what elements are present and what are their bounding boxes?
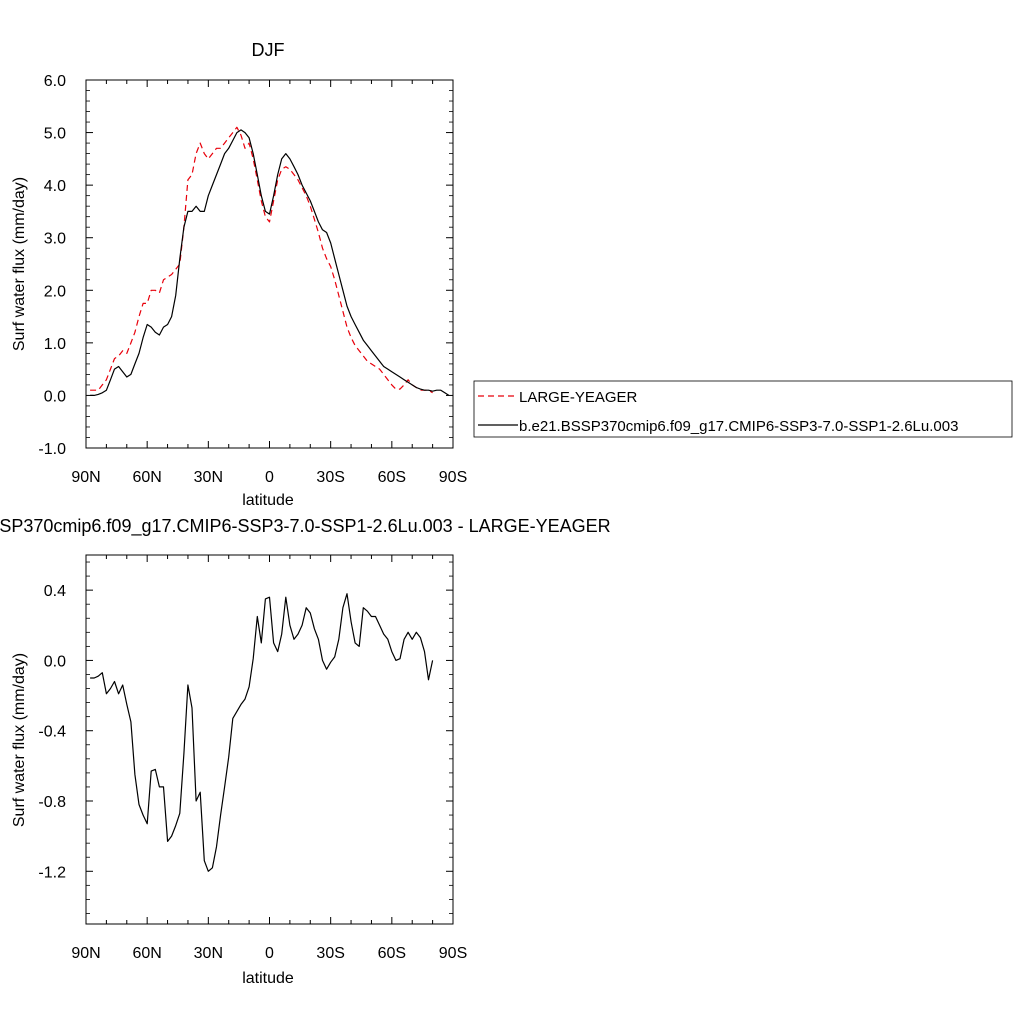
x-tick-label: 0 xyxy=(265,469,274,486)
y-tick-label: 3.0 xyxy=(44,231,66,248)
x-tick-label: 90S xyxy=(439,469,467,486)
y-axis-label: Surf water flux (mm/day) xyxy=(11,177,28,351)
y-tick-label: 4.0 xyxy=(44,178,66,195)
x-tick-label: 60N xyxy=(132,945,161,962)
y-axis-label: Surf water flux (mm/day) xyxy=(11,653,28,827)
x-axis-label: latitude xyxy=(242,492,294,509)
x-tick-label: 30N xyxy=(194,945,223,962)
x-tick-label: 90S xyxy=(439,945,467,962)
x-axis-label: latitude xyxy=(242,970,294,987)
chart-title: DJF xyxy=(252,40,285,60)
x-tick-label: 30S xyxy=(316,469,344,486)
chart-title: b.e21.BSSP370cmip6.f09_g17.CMIP6-SSP3-7.… xyxy=(0,516,611,537)
plot-area: 90N 60N 30N 0 30S 60S 90S 0.4 0.0 -0.4 -0.8 -1.2 xyxy=(38,555,467,962)
series-line-difference xyxy=(90,593,434,872)
y-tick-label: 1.0 xyxy=(44,336,66,353)
x-tick-label: 60N xyxy=(132,469,161,486)
y-tick-label: 0.0 xyxy=(44,653,66,670)
y-tick-label: 6.0 xyxy=(44,73,66,90)
legend: LARGE-YEAGER b.e21.BSSP370cmip6.f09_g17.… xyxy=(473,380,1013,438)
y-tick-label: -1.2 xyxy=(38,864,66,881)
y-tick-label: 0.0 xyxy=(44,388,66,405)
chart-bottom: b.e21.BSSP370cmip6.f09_g17.CMIP6-SSP3-7.… xyxy=(0,516,611,987)
plot-area: 90N 60N 30N 0 30S 60S 90S 6.0 5.0 4.0 3.0 2.0 1.0 0.0… xyxy=(38,73,467,486)
y-tick-label: 0.4 xyxy=(44,583,66,600)
y-tick-label: 5.0 xyxy=(44,126,66,143)
plot-frame xyxy=(85,79,454,449)
series-line-large-yeager xyxy=(90,126,433,394)
plot-frame xyxy=(85,554,454,925)
x-tick-label: 30N xyxy=(194,469,223,486)
chart-top: DJF Surf water flux (mm/day) latitude 90… xyxy=(11,40,1013,509)
x-tick-label: 90N xyxy=(71,945,100,962)
x-tick-label: 60S xyxy=(378,469,406,486)
x-tick-label: 60S xyxy=(378,945,406,962)
series-line-b-e21-bssp370cmip6-f09-g17-cmip6-ssp3-7-0-ssp1-2-6lu-003 xyxy=(90,129,450,396)
legend-label-large-yeager: LARGE-YEAGER xyxy=(519,389,638,406)
legend-box xyxy=(473,380,1013,438)
x-tick-label: 0 xyxy=(265,945,274,962)
y-tick-label: -0.4 xyxy=(38,724,66,741)
y-tick-label: 2.0 xyxy=(44,283,66,300)
y-tick-label: -0.8 xyxy=(38,794,66,811)
x-tick-label: 30S xyxy=(316,945,344,962)
y-tick-label: -1.0 xyxy=(38,441,66,458)
legend-label-model: b.e21.BSSP370cmip6.f09_g17.CMIP6-SSP3-7.… xyxy=(519,418,958,435)
x-tick-label: 90N xyxy=(71,469,100,486)
